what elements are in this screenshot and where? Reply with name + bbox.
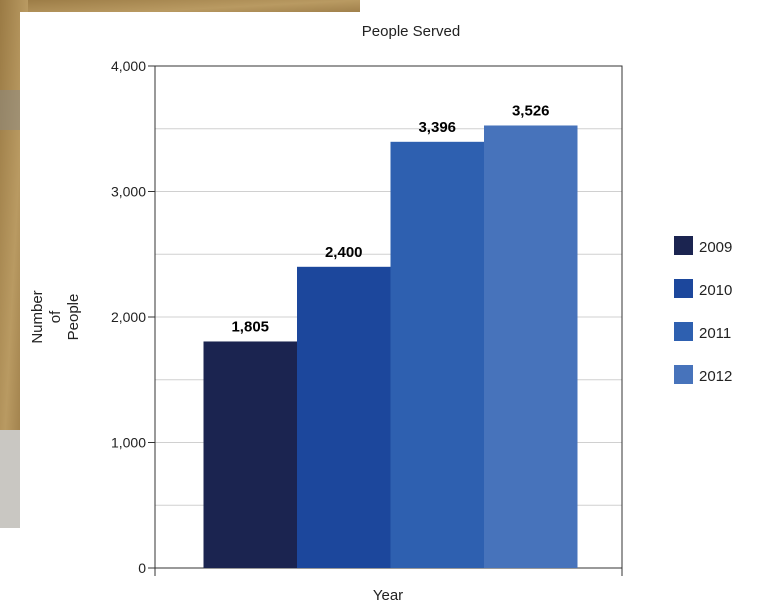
data-label-2010: 2,400: [325, 244, 363, 261]
legend-label-2009: 2009: [699, 239, 732, 256]
y-tick-label: 2,000: [111, 309, 146, 325]
bar-2009: [203, 341, 297, 568]
y-tick-label: 4,000: [111, 58, 146, 74]
legend: 2009 2010 2011 2012: [674, 236, 732, 385]
legend-label-2010: 2010: [699, 282, 732, 299]
y-tick-label: 0: [138, 560, 146, 576]
y-tick-label: 3,000: [111, 184, 146, 200]
legend-swatch-2012: [674, 365, 693, 384]
y-axis-title: Number of People: [29, 290, 82, 343]
data-label-2012: 3,526: [512, 102, 550, 119]
bars: [203, 125, 578, 568]
data-label-2009: 1,805: [231, 318, 269, 335]
bar-2010: [297, 266, 391, 568]
legend-swatch-2010: [674, 279, 693, 298]
data-label-2011: 3,396: [418, 119, 456, 136]
y-tick-label: 1,000: [111, 435, 146, 451]
legend-swatch-2009: [674, 236, 693, 255]
bar-2011: [390, 141, 484, 568]
y-axis-title-line-2: of: [47, 310, 64, 323]
bar-2012: [484, 125, 578, 568]
legend-label-2012: 2012: [699, 368, 732, 385]
x-axis-title: Year: [373, 587, 403, 604]
y-axis-title-line-3: People: [65, 294, 82, 341]
y-axis: 0 1,000 2,000 3,000 4,000: [111, 58, 155, 576]
data-labels: 1,805 2,400 3,396 3,526: [231, 102, 549, 335]
y-axis-title-line-1: Number: [29, 290, 46, 343]
legend-swatch-2011: [674, 322, 693, 341]
legend-label-2011: 2011: [699, 325, 731, 342]
chart-title: People Served: [362, 23, 460, 40]
